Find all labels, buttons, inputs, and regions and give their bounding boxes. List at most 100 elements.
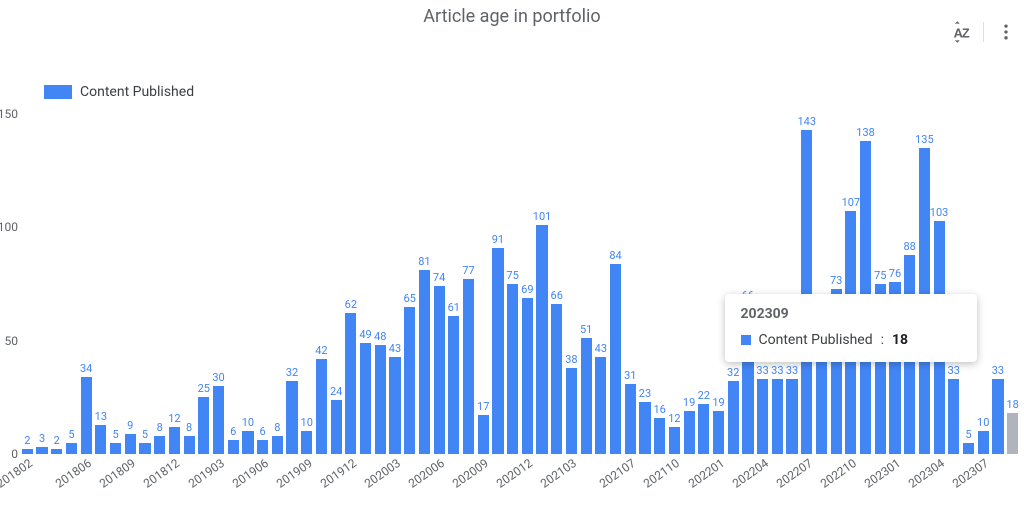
bar[interactable]: 74	[434, 286, 445, 454]
x-tick-label: 202304	[906, 456, 947, 491]
bar-value-label: 74	[433, 271, 445, 284]
x-tick-label: 201809	[97, 456, 138, 491]
x-tick-label: 202003	[362, 456, 403, 491]
bar[interactable]: 24	[331, 400, 342, 454]
sort-az-icon: A Z	[950, 21, 972, 43]
bar[interactable]: 12	[169, 427, 180, 454]
bar[interactable]: 10	[301, 431, 312, 454]
bar[interactable]: 25	[198, 397, 209, 454]
bar[interactable]: 30	[213, 386, 224, 454]
bar[interactable]: 33	[992, 379, 1003, 454]
bar-value-label: 9	[127, 419, 133, 432]
bar[interactable]: 16	[654, 418, 665, 454]
bar[interactable]: 75	[507, 284, 518, 454]
bar[interactable]: 32	[286, 381, 297, 454]
svg-text:Z: Z	[962, 26, 970, 41]
bar-value-label: 2	[54, 434, 60, 447]
tooltip-swatch	[741, 335, 751, 345]
bar-value-label: 22	[698, 389, 710, 402]
bar[interactable]: 19	[684, 411, 695, 454]
bar[interactable]: 91	[492, 248, 503, 454]
bar[interactable]: 6	[257, 440, 268, 454]
bar[interactable]: 13	[95, 425, 106, 454]
x-tick-label: 202103	[538, 456, 579, 491]
bar[interactable]: 8	[154, 436, 165, 454]
bar-value-label: 51	[580, 323, 592, 336]
y-tick-label: 50	[5, 334, 21, 348]
bar-value-label: 10	[301, 416, 313, 429]
bar[interactable]: 62	[345, 313, 356, 454]
bar-value-label: 10	[242, 416, 254, 429]
bar[interactable]: 23	[639, 402, 650, 454]
bar[interactable]: 77	[463, 279, 474, 454]
x-tick-label: 201909	[274, 456, 315, 491]
sort-button[interactable]: A Z	[947, 18, 975, 46]
tooltip-value: 18	[892, 332, 908, 348]
legend: Content Published	[44, 84, 194, 100]
bar[interactable]: 31	[625, 384, 636, 454]
bar-value-label: 25	[198, 382, 210, 395]
bar[interactable]: 33	[786, 379, 797, 454]
bar-value-label: 42	[315, 344, 327, 357]
bar[interactable]: 49	[360, 343, 371, 454]
bar[interactable]: 3	[36, 447, 47, 454]
bar[interactable]: 51	[581, 338, 592, 454]
bar[interactable]: 34	[81, 377, 92, 454]
more-options-button[interactable]	[992, 18, 1020, 46]
bar[interactable]: 12	[669, 427, 680, 454]
bar[interactable]: 33	[948, 379, 959, 454]
bar[interactable]: 81	[419, 270, 430, 454]
bar[interactable]: 22	[698, 404, 709, 454]
bar-value-label: 5	[112, 428, 118, 441]
bar[interactable]: 48	[375, 345, 386, 454]
bar-value-label: 8	[186, 421, 192, 434]
bar[interactable]: 2	[51, 449, 62, 454]
toolbar-separator	[983, 22, 984, 42]
bar[interactable]: 43	[595, 357, 606, 454]
bar[interactable]: 10	[242, 431, 253, 454]
bar[interactable]: 32	[728, 381, 739, 454]
bar-value-label: 6	[230, 425, 236, 438]
bar[interactable]: 38	[566, 368, 577, 454]
bar[interactable]: 8	[184, 436, 195, 454]
bar[interactable]: 65	[404, 307, 415, 454]
bar-value-label: 103	[930, 206, 949, 219]
bar-value-label: 12	[668, 412, 680, 425]
bar[interactable]: 2	[22, 449, 33, 454]
bar-value-label: 5	[142, 428, 148, 441]
bar-value-label: 32	[286, 366, 298, 379]
bar[interactable]: 66	[551, 304, 562, 454]
bar[interactable]: 8	[272, 436, 283, 454]
x-tick-label: 202012	[494, 456, 535, 491]
bar[interactable]: 18	[1007, 413, 1018, 454]
bar[interactable]: 19	[713, 411, 724, 454]
bar[interactable]: 33	[757, 379, 768, 454]
y-tick-label: 100	[0, 220, 20, 234]
x-tick-label: 202207	[774, 456, 815, 491]
bar[interactable]: 17	[478, 415, 489, 454]
bar[interactable]: 43	[389, 357, 400, 454]
bar[interactable]: 5	[66, 443, 77, 454]
bar[interactable]: 33	[772, 379, 783, 454]
bar[interactable]: 6	[228, 440, 239, 454]
bar[interactable]: 9	[125, 434, 136, 454]
bar-value-label: 84	[609, 249, 621, 262]
bar-value-label: 5	[965, 428, 971, 441]
bar[interactable]: 143	[801, 130, 812, 454]
bar[interactable]: 61	[448, 316, 459, 454]
bar[interactable]: 10	[978, 431, 989, 454]
x-tick-label: 201802	[0, 456, 35, 491]
bar[interactable]: 5	[963, 443, 974, 454]
bar[interactable]: 84	[610, 264, 621, 454]
bar-value-label: 62	[345, 298, 357, 311]
bar-value-label: 31	[624, 369, 636, 382]
bar[interactable]: 69	[522, 298, 533, 454]
bar-value-label: 69	[521, 283, 533, 296]
x-tick-label: 202201	[685, 456, 726, 491]
legend-swatch	[44, 85, 72, 99]
bar[interactable]: 42	[316, 359, 327, 454]
bar[interactable]: 101	[536, 225, 547, 454]
bar[interactable]: 5	[139, 443, 150, 454]
bar[interactable]: 5	[110, 443, 121, 454]
tooltip: 202309 Content Published: 18	[725, 294, 977, 362]
